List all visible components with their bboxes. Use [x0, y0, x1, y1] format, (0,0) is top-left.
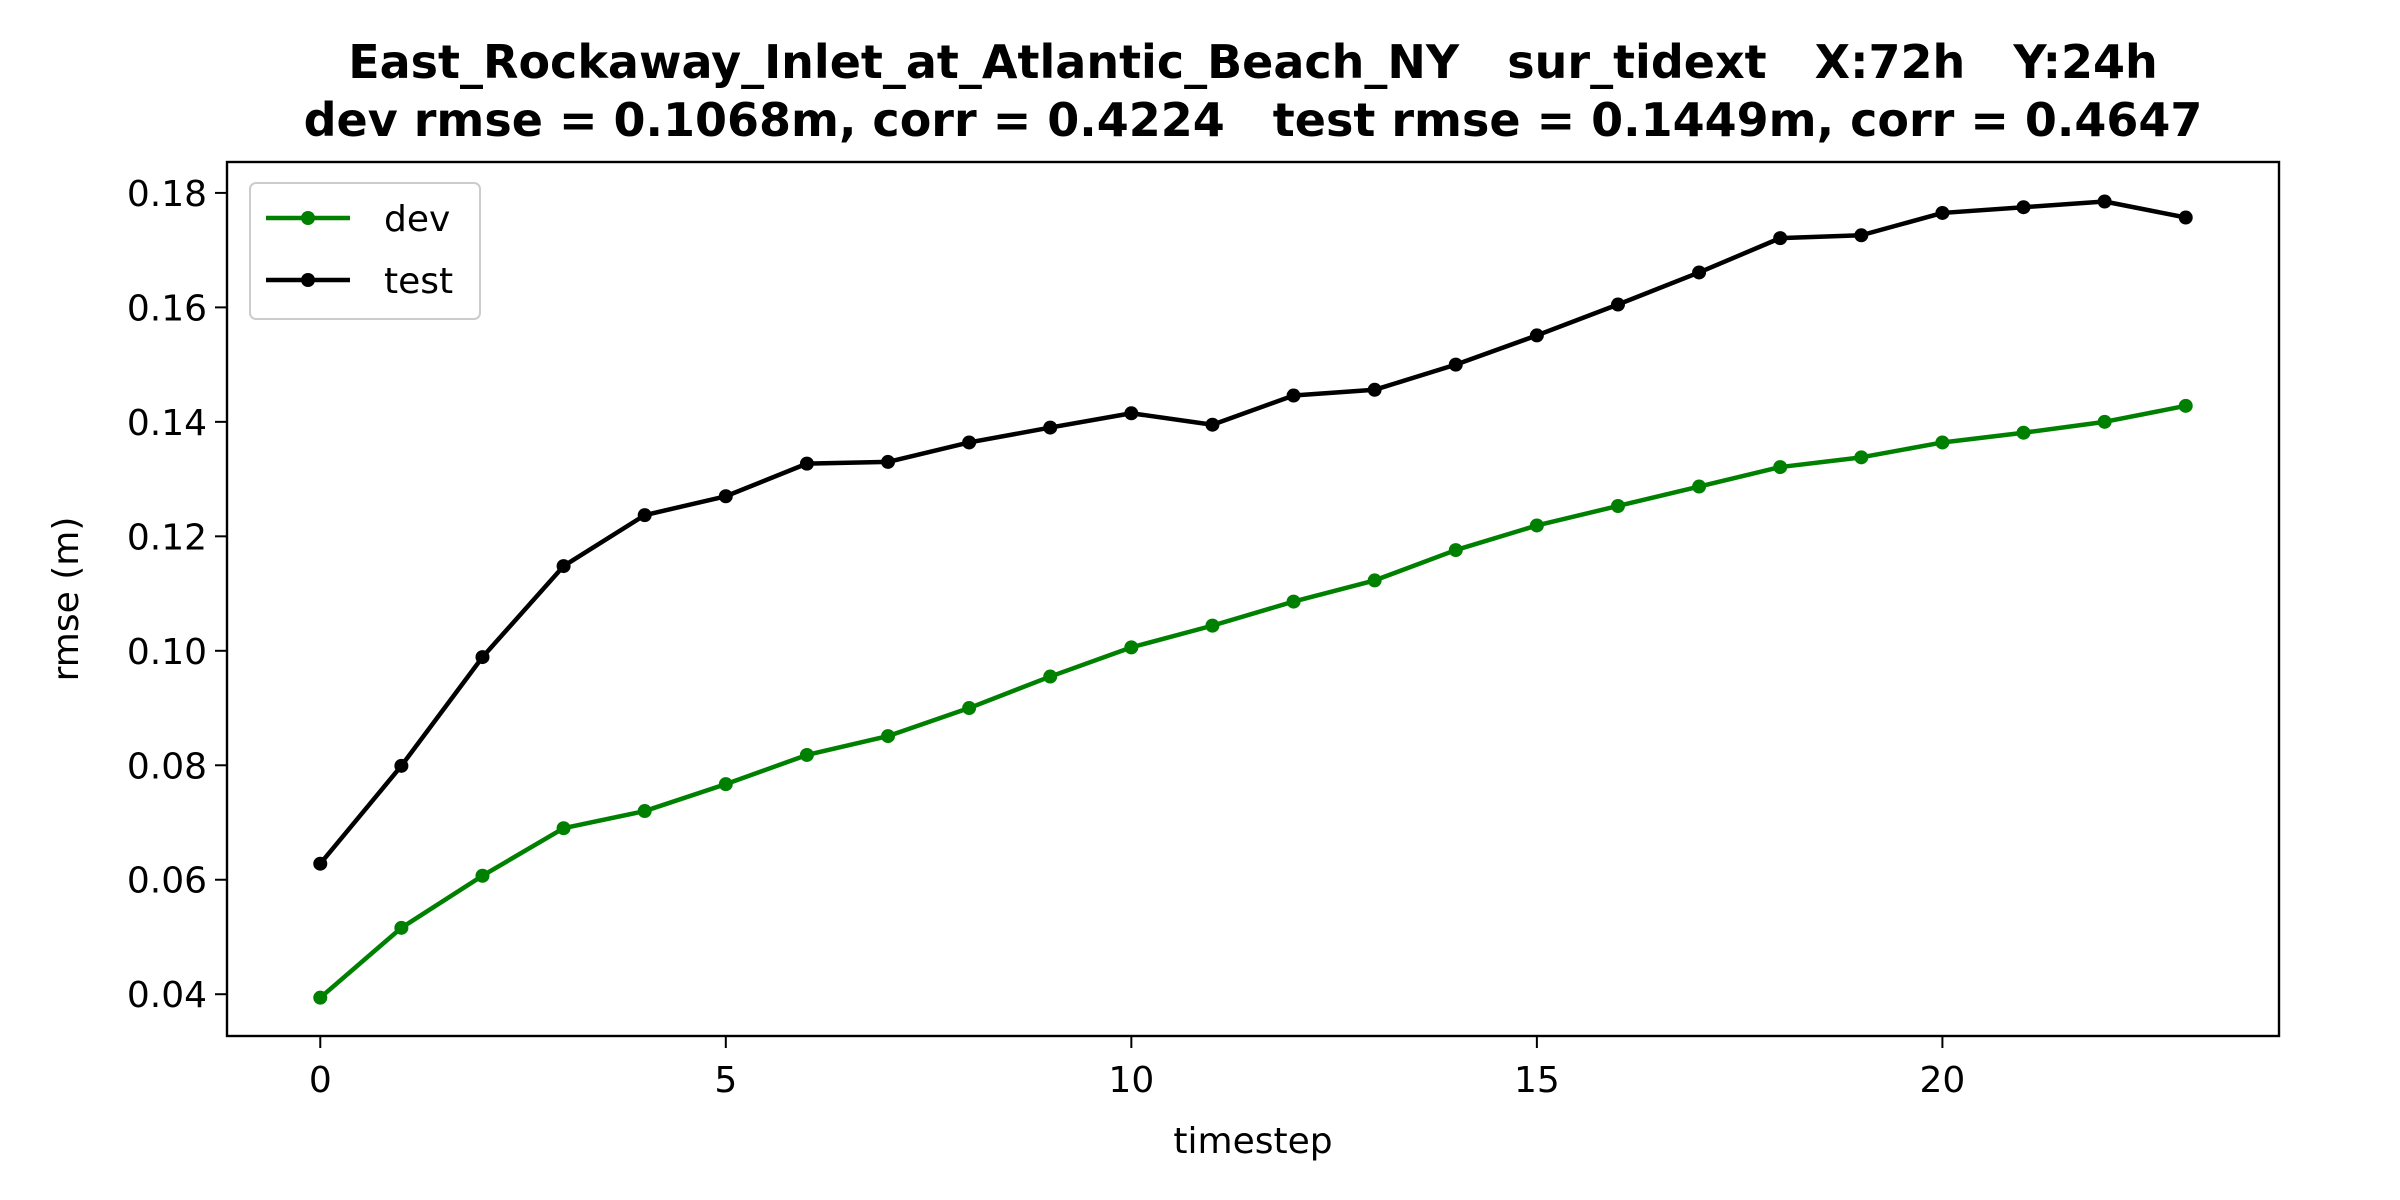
data-point-dev	[313, 990, 328, 1005]
data-point-dev	[556, 821, 571, 836]
legend-marker-test	[301, 273, 315, 287]
data-point-test	[799, 456, 814, 471]
x-tick-label: 5	[714, 1060, 737, 1101]
plot-area	[313, 194, 2193, 1005]
data-point-dev	[962, 701, 977, 716]
y-tick-label: 0.04	[127, 975, 207, 1016]
x-tick-label: 15	[1514, 1060, 1560, 1101]
x-tick-label: 20	[1920, 1060, 1966, 1101]
y-tick-label: 0.14	[127, 403, 207, 444]
x-tick-label: 0	[309, 1060, 332, 1101]
x-tick-label: 10	[1108, 1060, 1154, 1101]
y-tick-label: 0.16	[127, 288, 207, 329]
data-point-test	[1854, 228, 1869, 243]
data-point-test	[962, 435, 977, 450]
data-point-dev	[718, 777, 733, 792]
plot-frame	[225, 160, 2281, 1038]
data-point-dev	[2097, 414, 2112, 429]
data-point-dev	[1448, 543, 1463, 558]
data-point-test	[1610, 297, 1625, 312]
legend: dev test	[249, 182, 481, 320]
data-point-test	[1448, 357, 1463, 372]
data-point-dev	[394, 920, 409, 935]
data-point-test	[475, 650, 490, 665]
legend-label-test: test	[384, 261, 453, 302]
y-tick-label: 0.08	[127, 746, 207, 787]
x-axis-label: timestep	[1173, 1121, 1332, 1162]
data-point-test	[2178, 210, 2193, 225]
data-point-test	[718, 489, 733, 504]
legend-label-dev: dev	[384, 199, 450, 240]
data-point-dev	[475, 868, 490, 883]
data-point-test	[2097, 194, 2112, 209]
data-point-dev	[881, 729, 896, 744]
data-point-dev	[1692, 479, 1707, 494]
data-point-dev	[1854, 450, 1869, 465]
data-point-test	[1205, 417, 1220, 432]
data-point-dev	[2016, 425, 2031, 440]
data-point-dev	[1124, 640, 1139, 655]
data-point-dev	[1773, 460, 1788, 475]
data-point-test	[313, 856, 328, 871]
data-point-test	[1773, 231, 1788, 246]
data-point-dev	[637, 804, 652, 819]
data-point-test	[556, 559, 571, 574]
data-point-test	[1124, 406, 1139, 421]
series-line-dev	[318, 403, 2187, 1000]
data-point-dev	[1529, 518, 1544, 533]
data-point-dev	[1935, 435, 1950, 450]
data-point-test	[1935, 205, 1950, 220]
y-tick-label: 0.06	[127, 861, 207, 902]
legend-marker-dev	[301, 211, 315, 225]
data-point-test	[1286, 388, 1301, 403]
axis-ticks: 0 5 10 15 20 0.04 0.06 0.08 0.10 0.12 0.14 0.16 0.18	[127, 174, 1965, 1101]
data-point-dev	[1286, 594, 1301, 609]
data-point-test	[1367, 382, 1382, 397]
data-point-test	[1692, 265, 1707, 280]
y-tick-label: 0.18	[127, 174, 207, 215]
data-point-dev	[1610, 498, 1625, 513]
data-point-test	[1529, 328, 1544, 343]
data-point-test	[637, 508, 652, 523]
data-point-dev	[1367, 573, 1382, 588]
data-point-test	[881, 454, 896, 469]
data-point-test	[1043, 420, 1058, 435]
data-point-test	[394, 758, 409, 773]
chart-title: East_Rockaway_Inlet_at_Atlantic_Beach_NY…	[348, 35, 2158, 89]
data-point-dev	[799, 747, 814, 762]
y-tick-label: 0.12	[127, 517, 207, 558]
series-line-test	[318, 199, 2187, 866]
data-point-test	[2016, 200, 2031, 215]
y-axis-label: rmse (m)	[46, 517, 87, 682]
data-point-dev	[1205, 618, 1220, 633]
y-tick-label: 0.10	[127, 632, 207, 673]
data-point-dev	[2178, 398, 2193, 413]
chart-subtitle: dev rmse = 0.1068m, corr = 0.4224 test r…	[304, 93, 2203, 147]
data-point-dev	[1043, 669, 1058, 684]
